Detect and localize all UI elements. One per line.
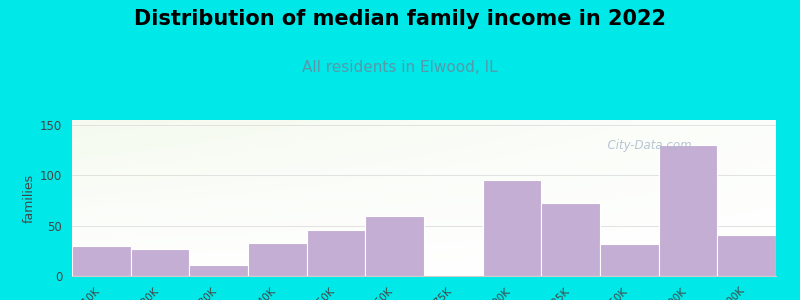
Bar [366,216,424,276]
Bar [658,145,718,276]
Text: City-Data.com: City-Data.com [600,139,692,152]
Bar [190,265,248,276]
Bar [130,249,190,276]
Y-axis label: families: families [23,173,36,223]
Bar [482,180,542,276]
Text: Distribution of median family income in 2022: Distribution of median family income in … [134,9,666,29]
Bar [306,230,366,276]
Bar [718,235,776,276]
Bar [542,202,600,276]
Bar [248,243,306,276]
Bar [600,244,658,276]
Bar [72,246,130,276]
Text: All residents in Elwood, IL: All residents in Elwood, IL [302,60,498,75]
